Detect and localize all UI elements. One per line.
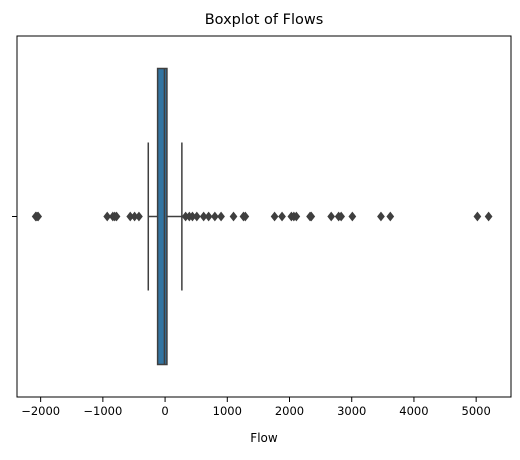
x-tick-label: 5000 <box>462 404 491 418</box>
x-tick-label: −2000 <box>21 404 60 418</box>
outlier-point <box>327 211 336 222</box>
outlier-point <box>473 211 482 222</box>
outlier-point <box>278 211 286 222</box>
outlier-point <box>112 211 121 222</box>
outlier-point <box>210 211 219 222</box>
outlier-point <box>241 211 250 222</box>
outlier-point <box>348 211 357 222</box>
outlier-point <box>135 211 143 222</box>
outlier-point <box>292 211 301 222</box>
x-tick-label: 3000 <box>337 404 366 418</box>
plot-area: −2000 −1000 0 1000 2000 3000 4000 5000 <box>12 35 512 418</box>
x-tick-label: 4000 <box>399 404 428 418</box>
outlier-point <box>103 211 112 222</box>
plot-frame <box>16 35 512 398</box>
x-tick-label: 1000 <box>213 404 242 418</box>
outlier-point <box>337 211 346 222</box>
outlier-point <box>377 211 385 222</box>
x-tick-label: −1000 <box>83 404 122 418</box>
x-tick-label: 0 <box>161 404 168 418</box>
outlier-point <box>217 211 225 222</box>
outlier-point <box>270 211 279 222</box>
x-tick-label: 2000 <box>275 404 304 418</box>
outlier-point <box>229 211 238 222</box>
outlier-point <box>192 211 201 222</box>
outlier-point <box>484 211 493 222</box>
iqr-box <box>156 67 168 366</box>
chart-title: Boxplot of Flows <box>205 12 324 28</box>
outlier-point <box>386 211 395 222</box>
outlier-point <box>204 211 213 222</box>
outlier-point <box>307 211 316 222</box>
outlier-point <box>34 211 43 222</box>
x-axis-label: Flow <box>250 431 278 445</box>
